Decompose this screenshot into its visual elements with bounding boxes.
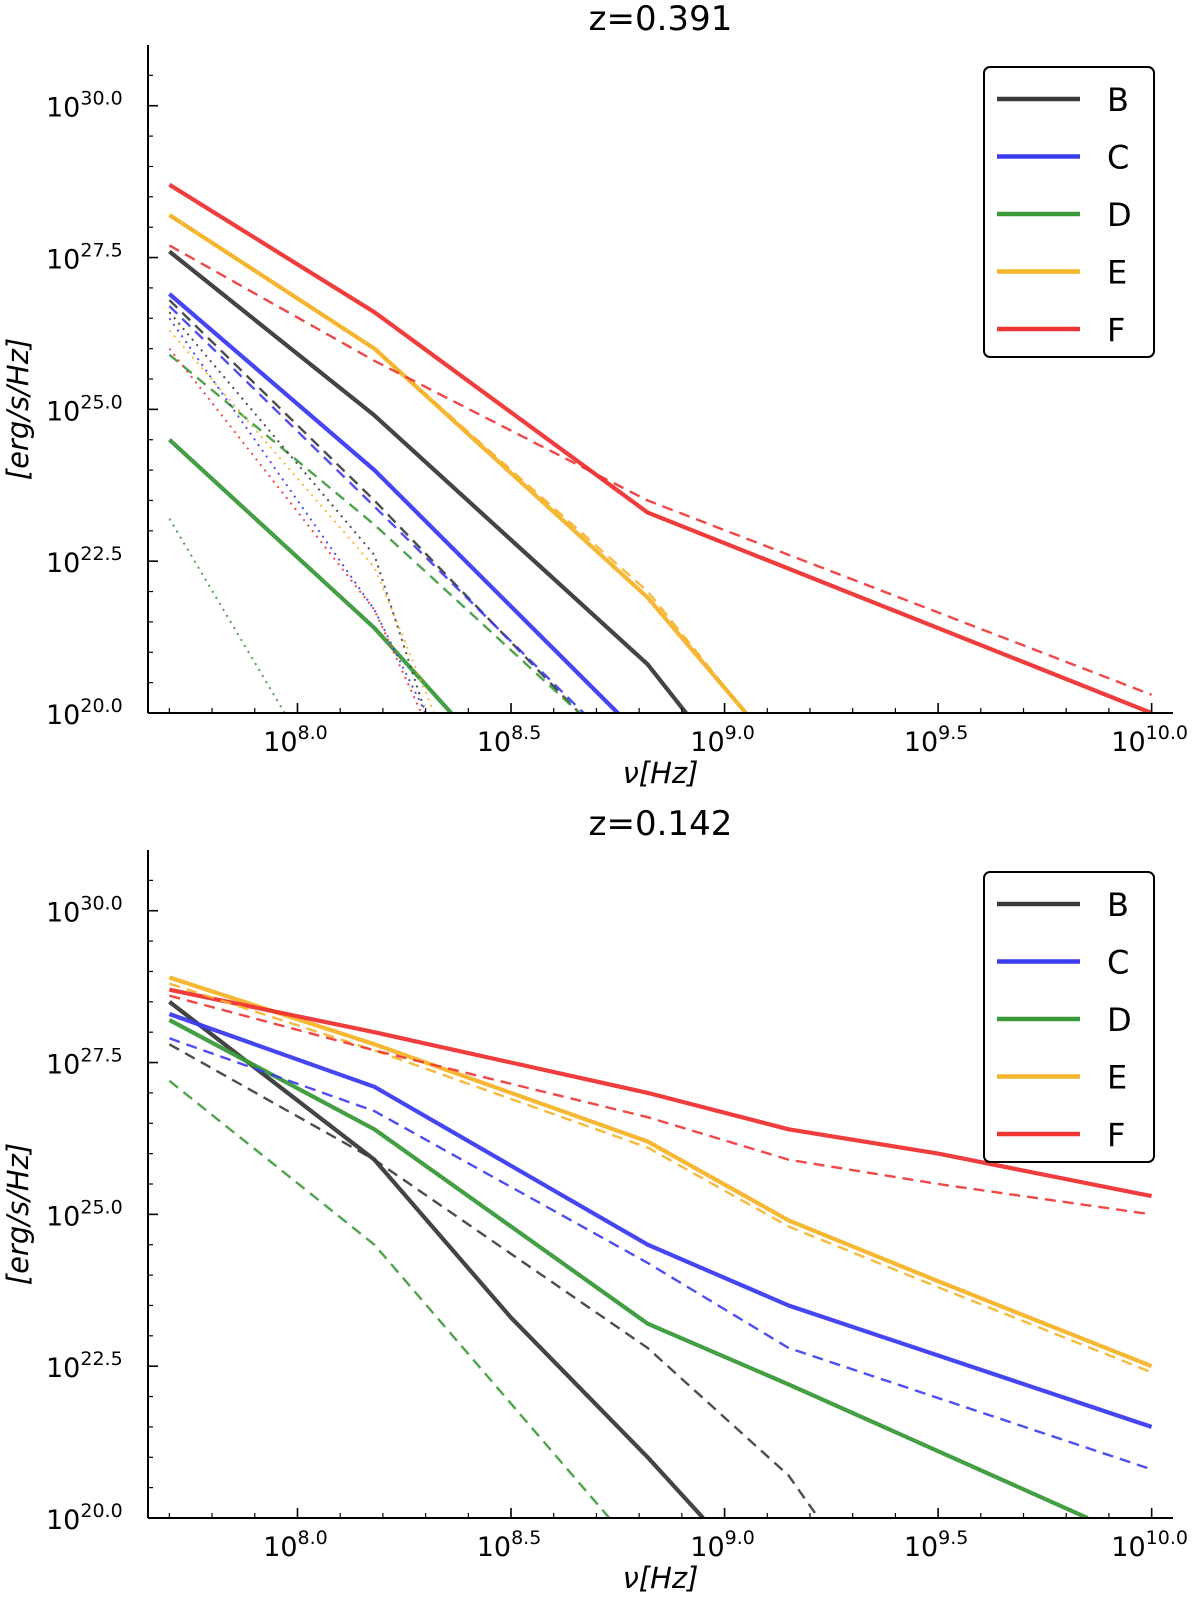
legend-label-e: E xyxy=(1107,254,1127,292)
legend-label-c: C xyxy=(1107,139,1129,177)
series-d-solid-line xyxy=(167,438,453,713)
series-f-solid-line xyxy=(168,987,1153,1199)
series-c-dashed-line xyxy=(168,305,585,713)
legend-label-f: F xyxy=(1107,311,1125,349)
legend-label-b: B xyxy=(1107,886,1129,924)
chart-title: z=0.391 xyxy=(589,0,733,39)
x-tick-label: 1010.0 xyxy=(1111,1527,1188,1563)
series-f-dashed-line xyxy=(169,994,1152,1216)
x-tick-label: 109.5 xyxy=(904,722,969,758)
series-group xyxy=(168,975,1153,1518)
y-tick-label: 1030.0 xyxy=(46,88,123,124)
series-f-dotted-line xyxy=(168,347,423,713)
x-tick-label: 109.5 xyxy=(904,1527,969,1563)
x-tick-label: 108.5 xyxy=(477,1527,542,1563)
x-tick-label: 108.0 xyxy=(263,722,328,758)
series-c-solid-line xyxy=(168,1012,1153,1429)
legend-label-b: B xyxy=(1107,81,1129,119)
x-tick-label: 1010.0 xyxy=(1111,722,1188,758)
series-group xyxy=(167,182,1153,713)
legend-label-e: E xyxy=(1107,1059,1127,1097)
series-c-dashed-line xyxy=(168,1037,1152,1471)
x-tick-label: 108.5 xyxy=(477,722,542,758)
series-e-solid-line xyxy=(168,975,1153,1369)
series-f-solid-line xyxy=(168,182,1153,713)
x-tick-label: 109.0 xyxy=(690,1527,755,1563)
y-tick-label: 1022.5 xyxy=(46,1348,123,1384)
panel-bottom: z=0.142 108.0 108.5 109.0 109.5 1010.0 1020.0 1… xyxy=(1,804,1188,1595)
series-e-solid-line xyxy=(168,213,748,713)
y-tick-label: 1025.0 xyxy=(46,1196,123,1232)
y-tick-label: 1020.0 xyxy=(46,695,123,731)
series-c-solid-line xyxy=(168,292,620,713)
series-e-dashed-line xyxy=(168,213,747,713)
x-axis-label: ν[Hz] xyxy=(623,1561,699,1595)
y-tick-label: 1020.0 xyxy=(46,1500,123,1536)
series-b-dotted-line xyxy=(168,311,427,713)
x-tick-label: 109.0 xyxy=(690,722,755,758)
chart-title: z=0.142 xyxy=(589,804,733,844)
series-b-solid-line xyxy=(168,1000,705,1518)
y-tick-label: 1027.5 xyxy=(46,240,123,276)
series-d-solid-line xyxy=(168,1018,1089,1518)
legend-label-d: D xyxy=(1107,1001,1132,1039)
legend-label-c: C xyxy=(1107,944,1129,982)
series-d-dotted-line xyxy=(168,518,286,713)
y-tick-label: 1030.0 xyxy=(46,893,123,929)
series-b-solid-line xyxy=(168,249,688,713)
panel-top: z=0.391 108.0 108.5 109.0 109.5 1010.0 1020.0 1… xyxy=(1,0,1188,790)
series-b-dashed-line xyxy=(168,1043,820,1518)
y-axis-label: [erg/s/Hz] xyxy=(1,338,35,480)
x-tick-label: 108.0 xyxy=(263,1527,328,1563)
series-d-dashed-line xyxy=(168,1079,611,1518)
y-tick-label: 1022.5 xyxy=(46,543,123,579)
series-c-dotted-line xyxy=(168,317,427,713)
series-f-dashed-line xyxy=(168,244,1153,696)
y-tick-label: 1025.0 xyxy=(46,391,123,427)
legend-label-f: F xyxy=(1107,1116,1125,1154)
series-b-dashed-line xyxy=(168,299,581,713)
y-axis-label: [erg/s/Hz] xyxy=(1,1143,35,1285)
series-e-dashed-line xyxy=(169,982,1153,1374)
y-tick-label: 1027.5 xyxy=(46,1045,123,1081)
x-axis-label: ν[Hz] xyxy=(623,756,699,790)
series-d-dashed-line xyxy=(168,353,581,713)
legend-label-d: D xyxy=(1107,196,1132,234)
